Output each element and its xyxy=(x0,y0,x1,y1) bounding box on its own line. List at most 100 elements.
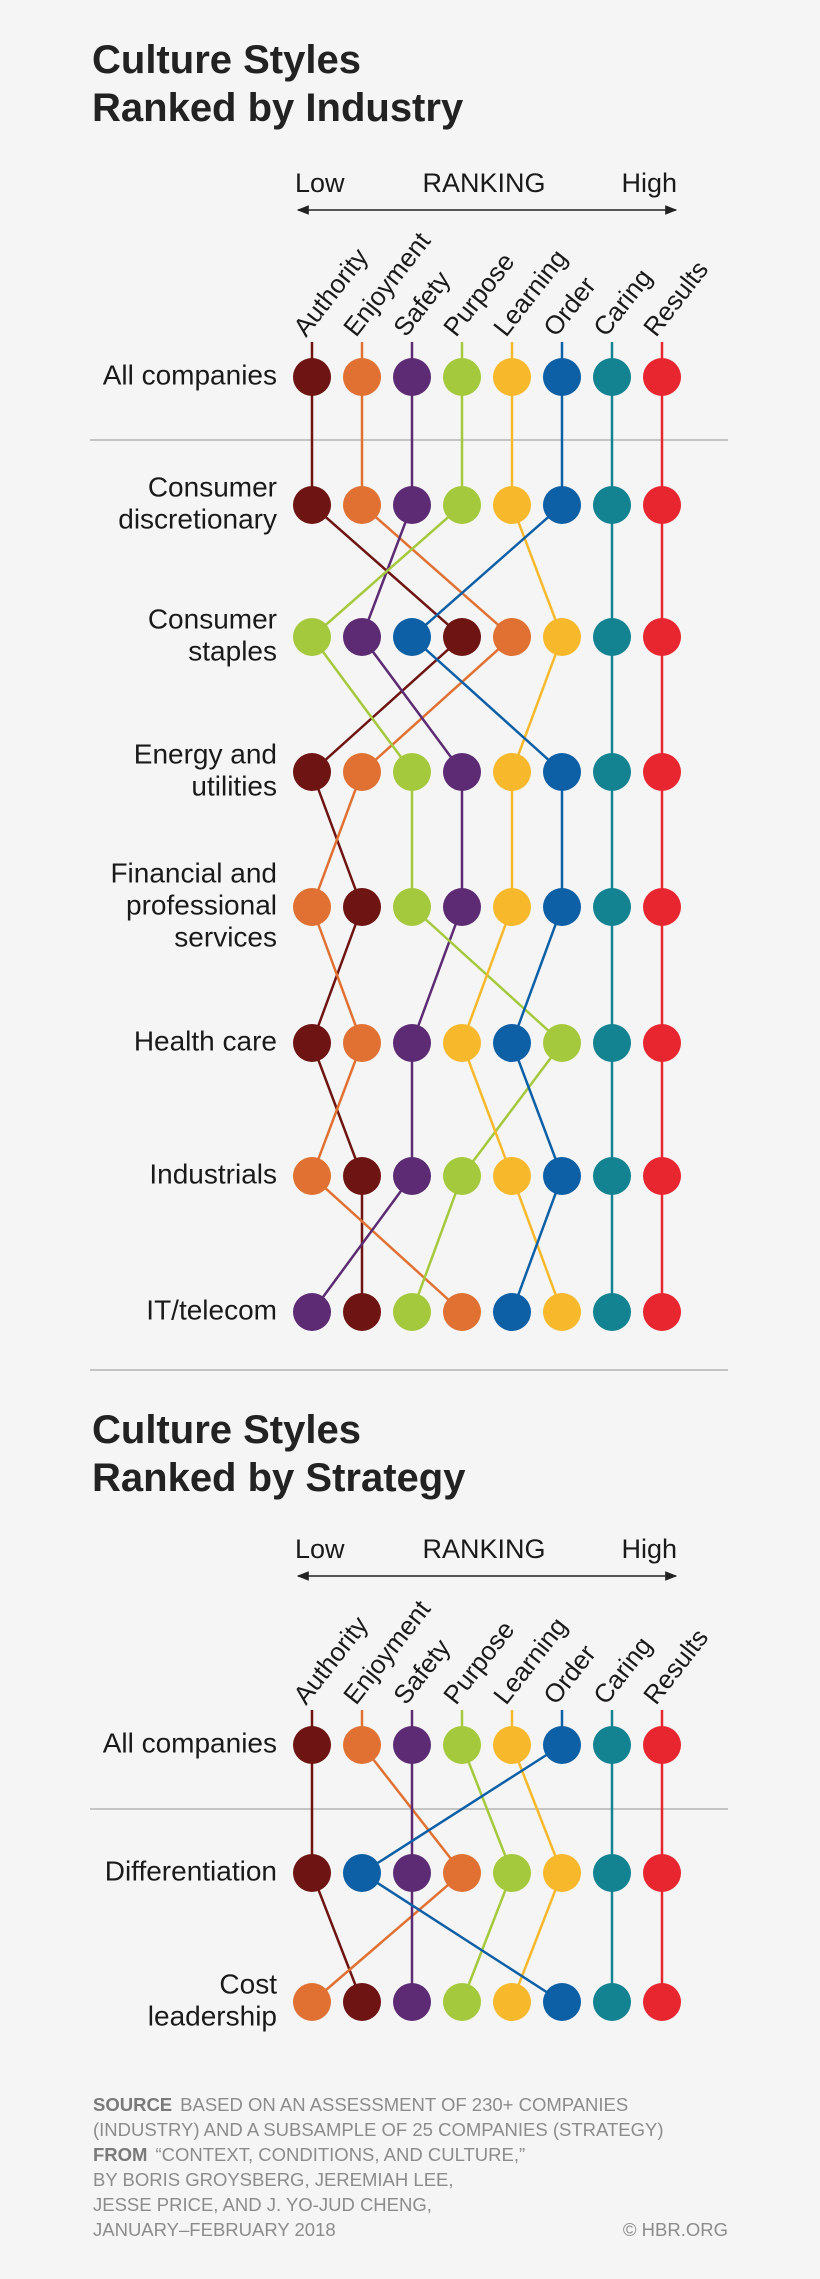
rank-dot xyxy=(593,1293,631,1331)
rank-dot xyxy=(343,753,381,791)
row-label: staples xyxy=(188,635,277,666)
rank-dot xyxy=(343,358,381,396)
chart-title: Culture Styles Ranked by Industry xyxy=(92,38,464,130)
rank-dot xyxy=(543,618,581,656)
rank-dot xyxy=(393,358,431,396)
from-note: FROM “CONTEXT, CONDITIONS, AND CULTURE,” B… xyxy=(93,2142,653,2242)
rank-dot xyxy=(393,1854,431,1892)
row-label: Financial and xyxy=(110,857,277,888)
rank-dot xyxy=(493,486,531,524)
rank-dot xyxy=(643,486,681,524)
rank-dot xyxy=(643,888,681,926)
from-label: FROM xyxy=(93,2144,148,2165)
rank-dot xyxy=(443,1983,481,2021)
rank-dot xyxy=(393,1983,431,2021)
rank-dot xyxy=(343,1983,381,2021)
rank-dot xyxy=(493,1726,531,1764)
rank-dot xyxy=(293,486,331,524)
rank-dot xyxy=(443,888,481,926)
rank-dot xyxy=(493,358,531,396)
rank-dot xyxy=(543,1024,581,1062)
rank-dot xyxy=(443,486,481,524)
rank-dot xyxy=(343,888,381,926)
rank-dot xyxy=(343,1293,381,1331)
credit: © HBR.ORG xyxy=(622,2219,728,2240)
rank-dot xyxy=(593,1983,631,2021)
axis-label: RANKING xyxy=(422,1534,545,1564)
rank-dot xyxy=(593,888,631,926)
rank-dot xyxy=(343,1854,381,1892)
row-label: Differentiation xyxy=(105,1855,277,1886)
rank-dot xyxy=(543,486,581,524)
from-text: JESSE PRICE, AND J. YO-JUD CHENG, xyxy=(93,2194,432,2215)
rank-dot xyxy=(643,1854,681,1892)
rank-dot xyxy=(443,1854,481,1892)
rank-dot xyxy=(543,358,581,396)
source-text: BASED ON AN ASSESSMENT OF 230+ COMPANIES xyxy=(180,2094,629,2115)
from-text: JANUARY–FEBRUARY 2018 xyxy=(93,2219,336,2240)
rank-dot xyxy=(443,1293,481,1331)
rank-dot xyxy=(293,358,331,396)
rank-dot xyxy=(443,618,481,656)
rank-dot xyxy=(643,1293,681,1331)
rank-dot xyxy=(293,1293,331,1331)
rank-dot xyxy=(293,618,331,656)
rank-dot xyxy=(543,753,581,791)
row-label: professional xyxy=(126,889,277,920)
row-label: Consumer xyxy=(148,471,277,502)
rank-dot xyxy=(393,1157,431,1195)
row-label: All companies xyxy=(103,1727,277,1758)
rank-dot xyxy=(393,618,431,656)
rank-dot xyxy=(343,1024,381,1062)
rank-dot xyxy=(593,753,631,791)
rank-line xyxy=(460,377,564,1313)
rank-dot xyxy=(593,486,631,524)
chart-title: Culture Styles Ranked by Strategy xyxy=(92,1408,466,1500)
row-label: utilities xyxy=(191,770,277,801)
rank-dot xyxy=(543,1157,581,1195)
rank-line xyxy=(310,377,514,1313)
rank-dot xyxy=(343,486,381,524)
rank-dot xyxy=(643,1983,681,2021)
axis-label: RANKING xyxy=(422,168,545,198)
row-label: Health care xyxy=(134,1025,277,1056)
row-label: services xyxy=(174,921,277,952)
rank-dot xyxy=(643,1157,681,1195)
row-label: All companies xyxy=(103,359,277,390)
rank-line xyxy=(310,377,464,1313)
rank-dot xyxy=(593,1726,631,1764)
rank-line xyxy=(410,377,564,1313)
rank-dot xyxy=(643,1024,681,1062)
from-text: “CONTEXT, CONDITIONS, AND CULTURE,” xyxy=(155,2144,526,2165)
rank-dot xyxy=(393,1726,431,1764)
rank-dot xyxy=(493,1157,531,1195)
low-label: Low xyxy=(295,1534,345,1564)
rank-dot xyxy=(493,753,531,791)
rank-dot xyxy=(443,1157,481,1195)
rank-dot xyxy=(393,888,431,926)
rank-dot xyxy=(443,1024,481,1062)
rank-dot xyxy=(593,1157,631,1195)
rank-dot xyxy=(293,1024,331,1062)
rank-dot xyxy=(593,1024,631,1062)
rank-dot xyxy=(443,358,481,396)
rank-dot xyxy=(343,618,381,656)
row-label: leadership xyxy=(148,2000,277,2031)
rank-dot xyxy=(393,1293,431,1331)
rank-dot xyxy=(493,1983,531,2021)
rank-dot xyxy=(293,1983,331,2021)
row-label: Consumer xyxy=(148,603,277,634)
rank-dot xyxy=(643,753,681,791)
low-label: Low xyxy=(295,168,345,198)
rank-dot xyxy=(493,1854,531,1892)
source-label: SOURCE xyxy=(93,2094,173,2115)
from-text: BY BORIS GROYSBERG, JEREMIAH LEE, xyxy=(93,2169,454,2190)
rank-dot xyxy=(393,486,431,524)
rank-dot xyxy=(543,1726,581,1764)
rank-dot xyxy=(493,888,531,926)
rank-dot xyxy=(593,1854,631,1892)
high-label: High xyxy=(621,1534,677,1564)
rank-line xyxy=(310,377,564,1313)
